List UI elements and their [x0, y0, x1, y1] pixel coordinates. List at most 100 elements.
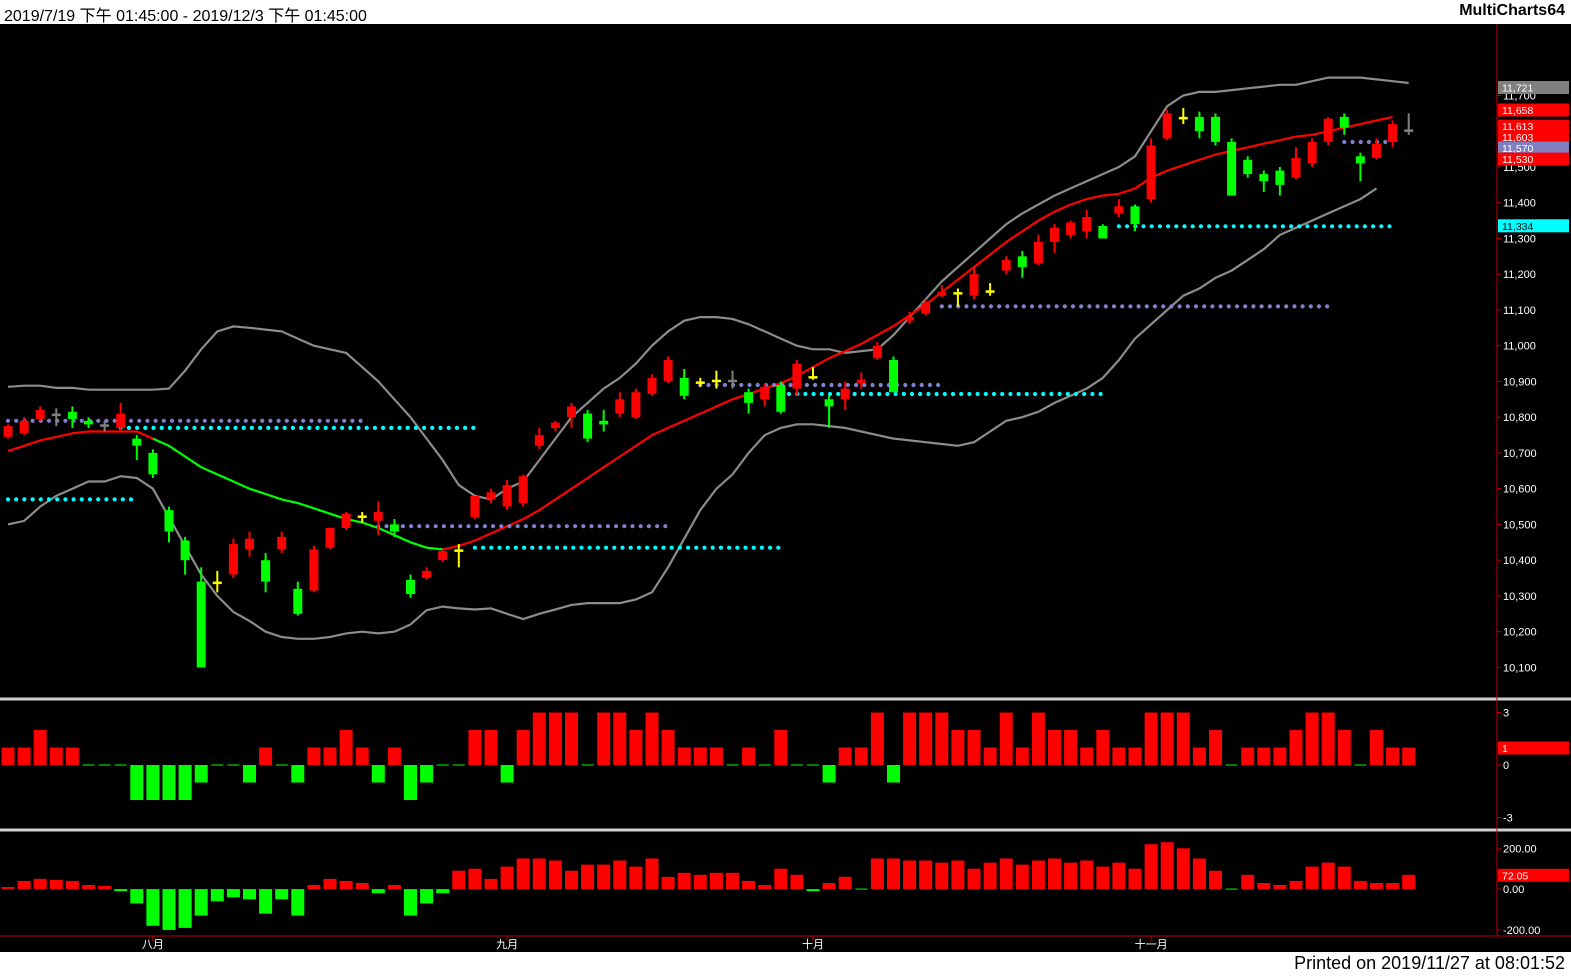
dotted-level-dot	[947, 304, 953, 309]
indicator-bar	[1031, 860, 1045, 890]
indicator-bar	[951, 730, 965, 765]
axes: 10,100 10,200 10,300 10,400 10,500 10,600 10,7…	[0, 24, 1571, 951]
indicator-bar	[693, 747, 707, 765]
dotted-level-dot	[1256, 224, 1261, 229]
indicator-bar	[178, 765, 192, 800]
dotted-level-dot	[804, 382, 810, 388]
dotted-level-dot	[1046, 304, 1051, 309]
price-label-box	[1498, 81, 1569, 94]
candle	[1372, 138, 1381, 160]
dotted-level-dot	[233, 425, 238, 430]
candle	[1017, 250, 1027, 278]
dotted-level-dot	[522, 545, 527, 550]
dotted-level-dot	[243, 418, 248, 423]
dotted-level-dot	[176, 425, 181, 430]
bollinger-upper-line	[7, 76, 1409, 501]
indicator-bar	[291, 765, 305, 783]
dotted-level-dot	[96, 497, 101, 502]
candle-body	[824, 399, 834, 407]
candle-body	[67, 411, 77, 419]
candle	[1307, 138, 1317, 167]
chart-background	[0, 24, 1571, 952]
candle	[792, 360, 802, 396]
dotted-level-dot	[901, 391, 906, 397]
dotted-level-dot	[1029, 304, 1035, 309]
dotted-level-dot	[903, 382, 908, 388]
candle-body	[357, 515, 367, 518]
dotted-level-dot	[1079, 304, 1084, 309]
indicator-bar	[307, 747, 321, 765]
candle	[1033, 234, 1043, 266]
dotted-level-dot	[854, 382, 859, 388]
dotted-level-dot	[645, 545, 650, 550]
indicator-bar	[500, 765, 514, 783]
candle-body	[1307, 142, 1317, 164]
indicator-bar	[1048, 858, 1061, 890]
price-pane[interactable]	[3, 76, 1414, 668]
dotted-level-dot	[1251, 304, 1256, 309]
dotted-level-dot	[225, 425, 230, 430]
dotted-level-dot	[194, 418, 199, 423]
dotted-level-dot	[507, 524, 512, 529]
dotted-level-dot	[1207, 224, 1212, 229]
dotted-level-dot	[1120, 304, 1125, 309]
indicator-bar	[919, 860, 933, 890]
dotted-level-dot	[63, 418, 68, 423]
chart-area[interactable]: 10,100 10,200 10,300 10,400 10,500 10,600 10,7…	[0, 24, 1571, 952]
dotted-level-dot	[1272, 224, 1277, 229]
indicator-bar	[1096, 866, 1110, 889]
candle	[615, 392, 625, 418]
dotted-level-dot	[747, 382, 752, 388]
app-name: MultiCharts64	[1459, 2, 1565, 19]
price-label-text: 11,603	[1502, 132, 1533, 144]
candle	[953, 288, 963, 307]
candle	[357, 511, 367, 523]
indicator-bar	[130, 765, 144, 800]
dotted-level-dot	[1098, 391, 1103, 397]
candle-body	[1227, 142, 1237, 196]
dotted-level-dot	[819, 391, 824, 397]
dotted-level-dot	[1090, 391, 1095, 397]
dotted-level-dot	[364, 425, 369, 430]
dotted-level-dot	[1008, 391, 1013, 397]
dotted-level-dot	[292, 418, 298, 423]
indicator-bar	[1305, 712, 1319, 765]
indicator-bar	[1241, 747, 1255, 765]
dotted-level-dot	[208, 425, 213, 430]
candle-body	[100, 424, 110, 427]
dotted-level-dot	[143, 425, 148, 430]
dotted-level-dot	[1193, 304, 1199, 309]
dotted-level-dot	[1231, 224, 1236, 229]
indicator-bar	[452, 870, 466, 890]
indicator-bar	[500, 866, 514, 889]
indicator-bar	[919, 712, 933, 765]
y-tick-label: 10,800	[1503, 412, 1537, 424]
indicator-current-box	[1498, 741, 1569, 755]
indicator-bar	[33, 878, 47, 890]
indicator-bar	[65, 747, 79, 765]
candle	[728, 370, 737, 389]
dotted-level-dot	[934, 391, 939, 397]
candle	[760, 383, 770, 407]
indicator-bar	[742, 880, 756, 890]
indicator-bar	[484, 730, 498, 765]
indicator-pane-1[interactable]	[1, 712, 1416, 801]
indicator-bar	[1370, 730, 1383, 765]
dotted-level-dot	[530, 545, 535, 550]
indicator-bar	[1112, 747, 1126, 765]
dotted-level-dot	[1366, 139, 1371, 145]
indicator-bar	[597, 864, 611, 890]
dotted-level-dot	[852, 391, 857, 397]
dotted-level-dot	[282, 425, 287, 430]
dotted-level-dot	[980, 304, 985, 309]
candle-body	[261, 560, 271, 582]
indicator-bar	[468, 868, 482, 890]
dotted-level-dot	[1342, 139, 1347, 145]
candle	[937, 284, 947, 298]
dotted-level-dot	[79, 497, 84, 502]
indicator-pane-2[interactable]	[1, 842, 1416, 930]
indicator-bar	[1160, 712, 1174, 765]
candle-body	[470, 495, 480, 518]
dotted-level-dot	[249, 425, 254, 430]
indicator-bar	[371, 765, 385, 783]
